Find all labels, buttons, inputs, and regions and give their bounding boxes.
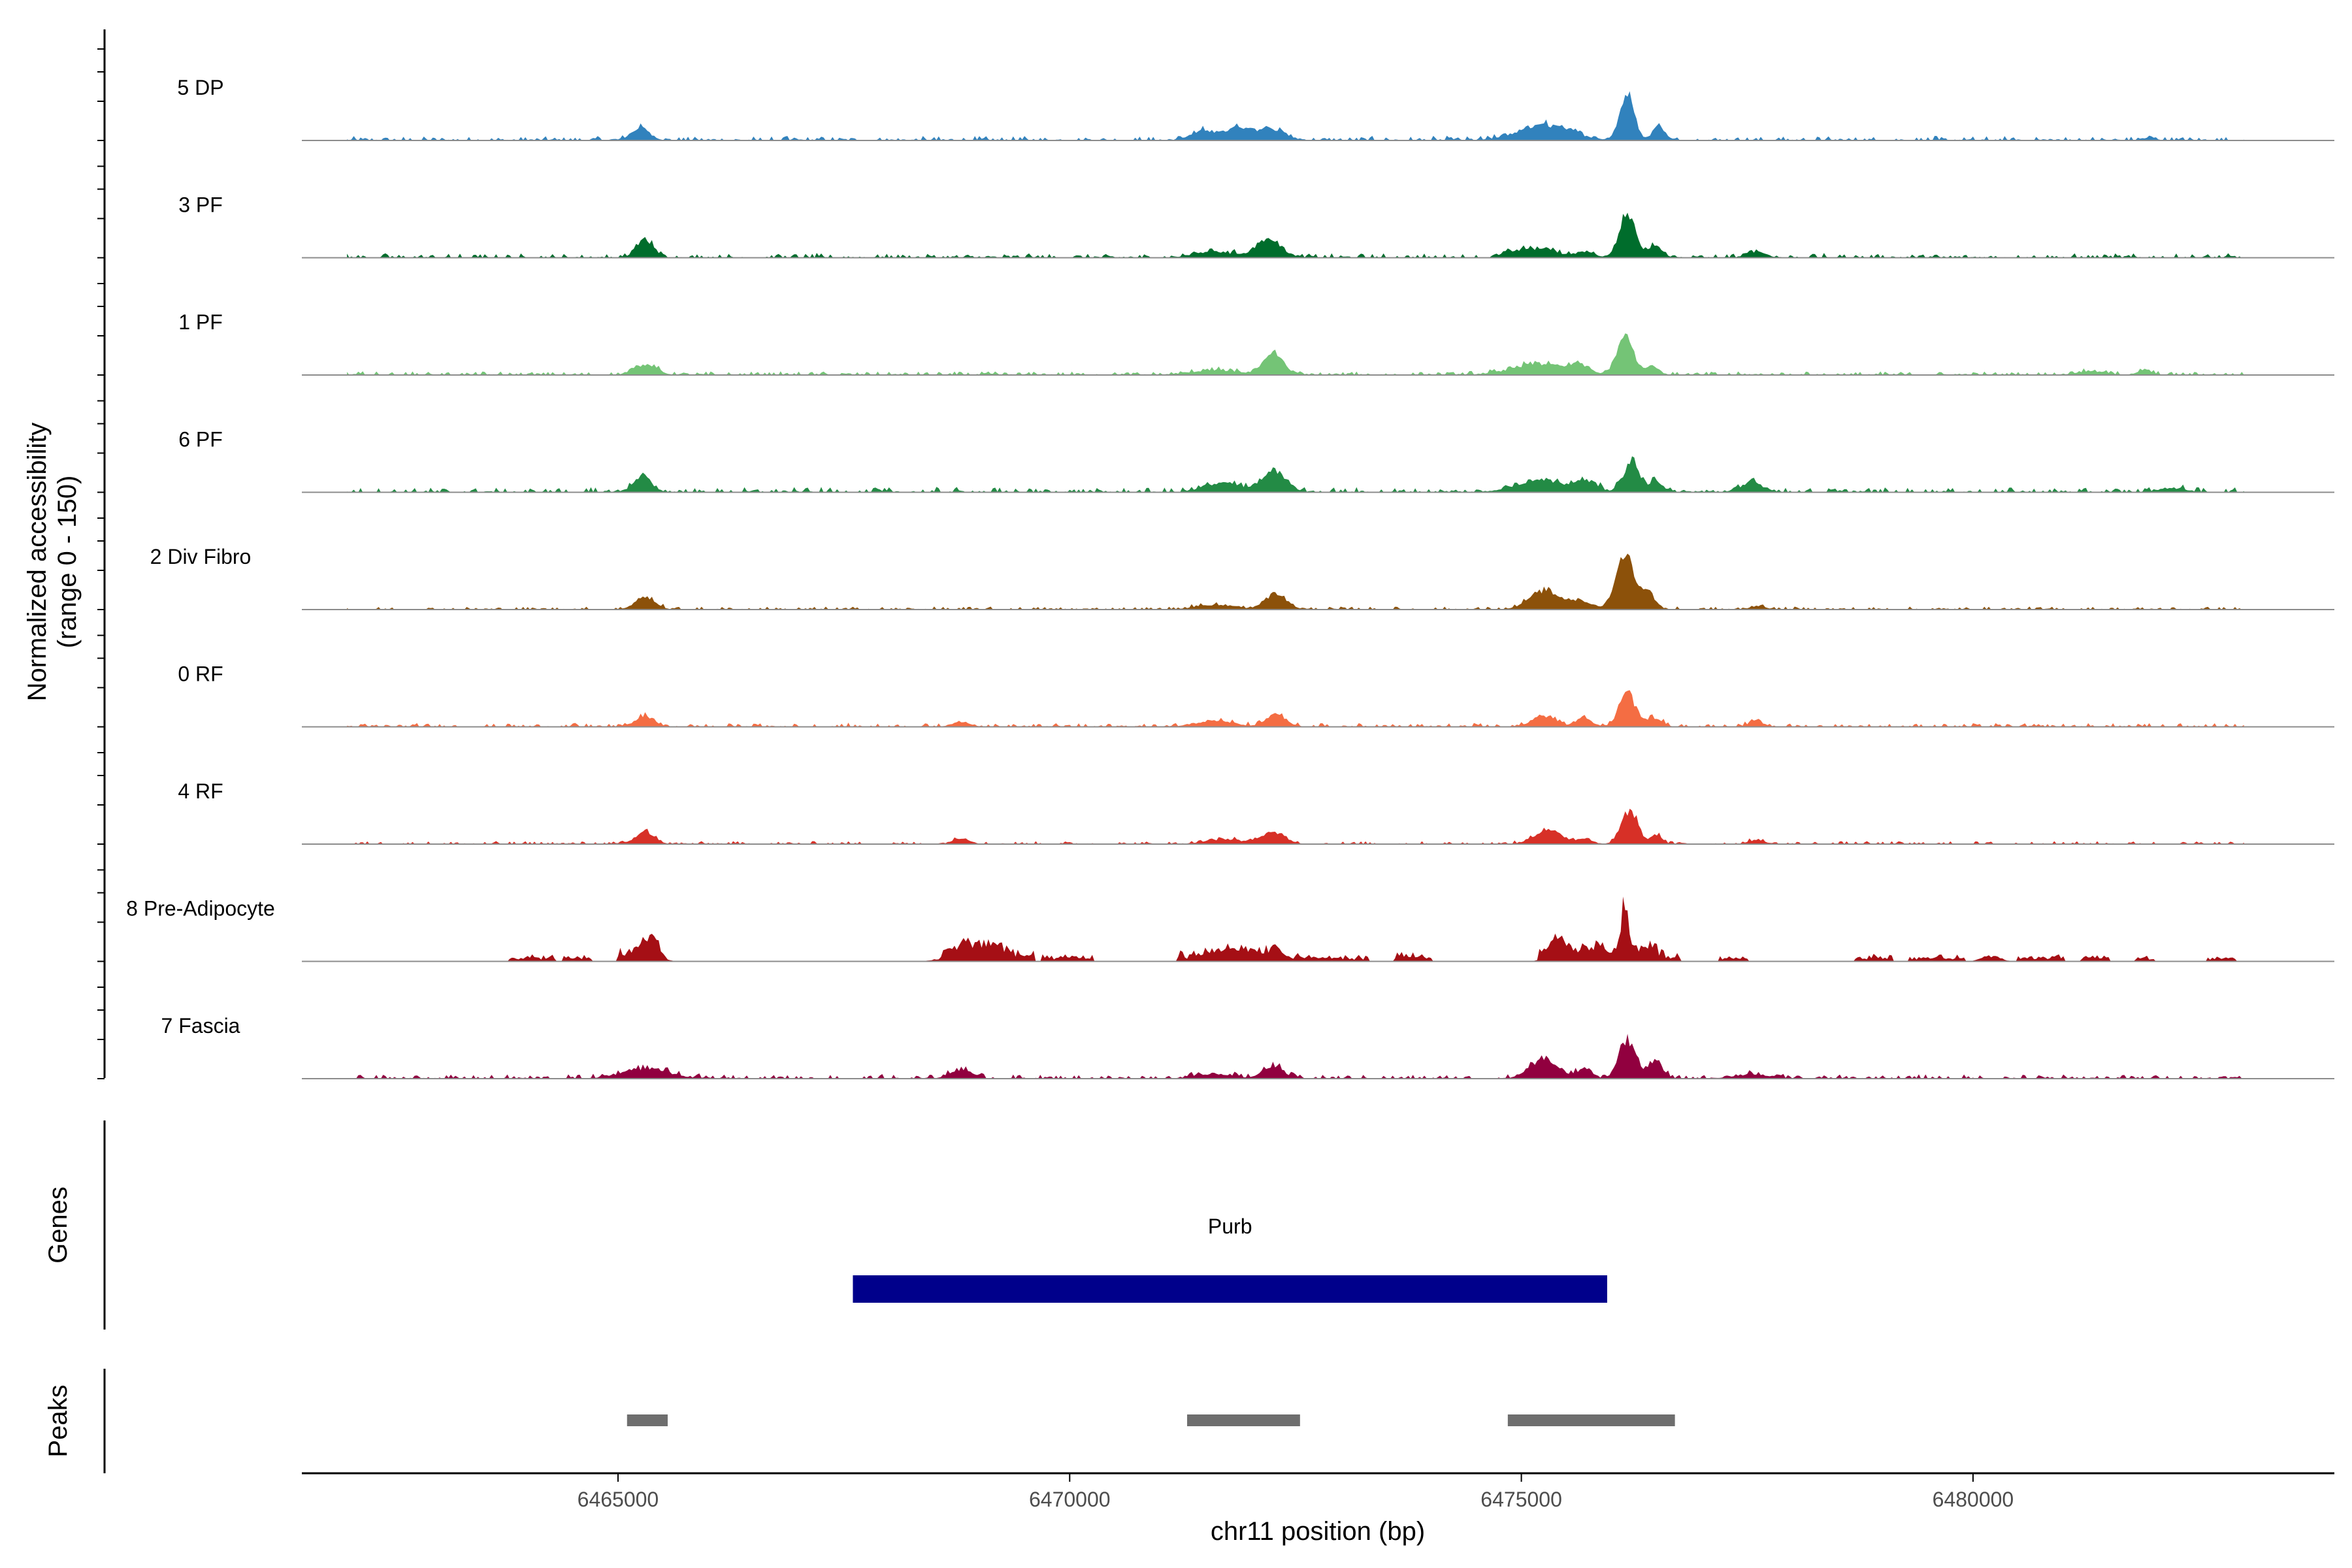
- genes-panel: Purb: [853, 1215, 1607, 1303]
- track-label-5: 0 RF: [178, 662, 223, 686]
- track-7: 8 Pre-Adipocyte: [126, 896, 2334, 962]
- track-signal-3: [347, 456, 2244, 493]
- track-4: 2 Div Fibro: [150, 545, 2334, 610]
- track-signal-0: [347, 91, 2244, 140]
- track-2: 1 PF: [178, 310, 2334, 376]
- x-tick-label: 6480000: [1933, 1488, 2014, 1511]
- gene-label: Purb: [1208, 1215, 1252, 1238]
- track-signal-2: [347, 333, 2244, 375]
- x-tick-label: 6475000: [1480, 1488, 1562, 1511]
- coverage-y-ticks: [97, 48, 105, 1079]
- x-tick-label: 6465000: [578, 1488, 659, 1511]
- track-signal-8: [347, 1034, 2244, 1079]
- track-label-8: 7 Fascia: [161, 1014, 240, 1037]
- y-axis-title: Normalized accessibility (range 0 - 150): [23, 423, 82, 702]
- track-label-4: 2 Div Fibro: [150, 545, 252, 568]
- coverage-tracks: 5 DP 3 PF 1 PF 6 PF 2 Div Fibro 0 RF 4 RF 8 Pre…: [126, 76, 2334, 1079]
- peak-2: [1507, 1414, 1675, 1426]
- track-6: 4 RF: [178, 779, 2334, 845]
- track-label-1: 3 PF: [178, 193, 223, 217]
- track-label-0: 5 DP: [177, 76, 223, 99]
- track-label-7: 8 Pre-Adipocyte: [126, 897, 275, 921]
- peak-1: [1187, 1414, 1300, 1426]
- track-label-6: 4 RF: [178, 779, 223, 803]
- x-tick-label: 6470000: [1029, 1488, 1111, 1511]
- x-axis-ticks: 6465000 6470000 6475000 6480000: [578, 1473, 2014, 1511]
- track-label-3: 6 PF: [178, 428, 223, 451]
- track-3: 6 PF: [178, 428, 2334, 493]
- track-1: 3 PF: [178, 193, 2334, 259]
- track-signal-1: [347, 212, 2244, 258]
- track-label-2: 1 PF: [178, 310, 223, 334]
- peak-0: [627, 1414, 668, 1426]
- genes-panel-label: Genes: [44, 1186, 73, 1264]
- y-axis-title-line2: (range 0 - 150): [53, 476, 82, 649]
- gene-body-purb: [853, 1275, 1607, 1303]
- track-signal-7: [347, 896, 2244, 962]
- track-5: 0 RF: [178, 662, 2334, 728]
- track-signal-4: [347, 553, 2244, 610]
- peaks-panel-label: Peaks: [44, 1384, 73, 1457]
- track-signal-6: [347, 808, 2244, 844]
- x-axis-title: chr11 position (bp): [1211, 1517, 1425, 1546]
- peaks-panel: [627, 1414, 1675, 1426]
- track-0: 5 DP: [177, 76, 2334, 141]
- track-signal-5: [347, 690, 2244, 727]
- track-8: 7 Fascia: [161, 1014, 2334, 1079]
- y-axis-title-line1: Normalized accessibility: [23, 423, 52, 702]
